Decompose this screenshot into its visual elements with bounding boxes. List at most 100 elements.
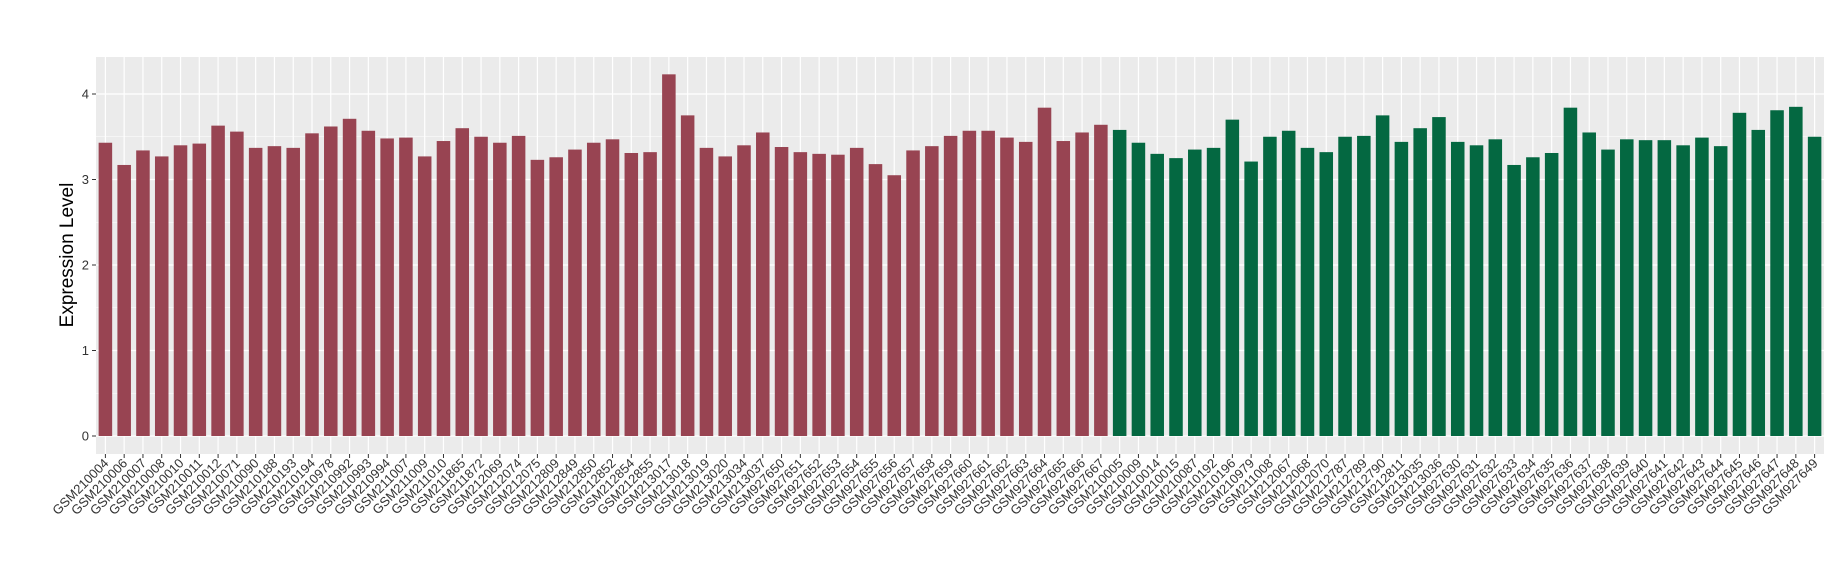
bar <box>1507 164 1521 436</box>
bar <box>1601 149 1615 436</box>
bar <box>305 133 319 436</box>
bar <box>493 142 507 437</box>
bar <box>868 164 883 437</box>
bar <box>1526 157 1540 436</box>
bar <box>1319 152 1334 436</box>
bar <box>624 152 639 436</box>
bar <box>1112 129 1127 436</box>
bar <box>136 150 150 436</box>
bar <box>1544 152 1559 436</box>
bar <box>793 152 808 436</box>
bar <box>1732 112 1747 436</box>
bar <box>1469 145 1484 437</box>
bar <box>812 153 826 436</box>
bar <box>530 159 545 436</box>
bar <box>1582 132 1596 436</box>
bar <box>925 146 939 436</box>
bar <box>962 130 977 436</box>
bar <box>1807 136 1822 436</box>
bar <box>1357 135 1371 436</box>
bar <box>1244 161 1258 437</box>
y-tick-label: 4 <box>82 87 89 102</box>
x-axis: GSM210004GSM210006GSM210007GSM210008GSM2… <box>49 454 1821 518</box>
bar <box>1263 136 1277 436</box>
bar <box>1695 137 1709 437</box>
y-tick-label: 3 <box>82 172 89 187</box>
bar <box>849 147 864 437</box>
bar <box>1037 107 1052 437</box>
bar <box>1432 117 1446 437</box>
bar <box>906 150 920 436</box>
bar <box>1394 141 1409 436</box>
bar <box>361 130 376 436</box>
bar <box>455 128 470 436</box>
bar <box>1281 130 1296 436</box>
bar <box>549 157 563 436</box>
bar <box>1131 142 1146 437</box>
bar <box>267 146 282 436</box>
bar <box>417 156 432 437</box>
bar <box>474 136 488 436</box>
bar <box>680 115 695 436</box>
bar <box>173 145 188 437</box>
y-axis-title: Expression Level <box>57 183 78 328</box>
bar <box>399 137 413 437</box>
bar <box>1150 153 1164 436</box>
bar <box>1094 124 1108 436</box>
bar <box>1713 146 1728 436</box>
bar <box>1789 106 1803 436</box>
bar <box>1488 139 1503 436</box>
bar <box>1075 132 1089 436</box>
y-tick-label: 2 <box>82 258 89 273</box>
bar <box>662 74 676 437</box>
bar <box>718 156 732 437</box>
bar <box>1751 129 1766 436</box>
bar <box>511 135 526 436</box>
bar <box>1206 147 1221 437</box>
bar <box>737 145 751 437</box>
bar <box>1225 119 1240 437</box>
bar <box>699 147 714 437</box>
bar <box>117 164 131 436</box>
bar <box>192 143 207 436</box>
bar <box>568 149 582 436</box>
bar <box>1056 141 1071 436</box>
bar <box>1638 140 1653 437</box>
bar <box>981 130 995 436</box>
bar <box>154 156 169 437</box>
bar <box>605 139 620 436</box>
bar <box>98 142 113 437</box>
y-tick-label: 1 <box>82 343 89 358</box>
bar <box>943 135 958 436</box>
bar <box>380 138 394 436</box>
bar <box>831 154 845 436</box>
bar <box>1770 110 1784 437</box>
bars <box>98 74 1822 437</box>
bar <box>1657 140 1672 437</box>
y-tick-label: 0 <box>82 429 89 444</box>
bar <box>643 152 657 436</box>
bar <box>1450 141 1465 436</box>
bar <box>1000 137 1014 437</box>
bar <box>436 141 451 436</box>
bar <box>1413 128 1427 436</box>
bar <box>1018 141 1033 436</box>
bar <box>1188 149 1202 436</box>
bar <box>1620 139 1634 436</box>
y-axis: 0 1 2 3 4 <box>82 87 96 444</box>
bar <box>342 118 357 437</box>
bar <box>211 125 225 436</box>
bar <box>1338 136 1352 436</box>
bar <box>1375 115 1390 436</box>
bar <box>1676 145 1690 437</box>
bar <box>248 147 263 437</box>
bar <box>774 147 789 436</box>
bar <box>756 132 770 436</box>
bar <box>887 175 902 436</box>
bar <box>1169 158 1183 436</box>
bar <box>1563 107 1578 437</box>
bar <box>1300 147 1315 437</box>
bar <box>324 126 338 437</box>
bar <box>586 142 601 437</box>
